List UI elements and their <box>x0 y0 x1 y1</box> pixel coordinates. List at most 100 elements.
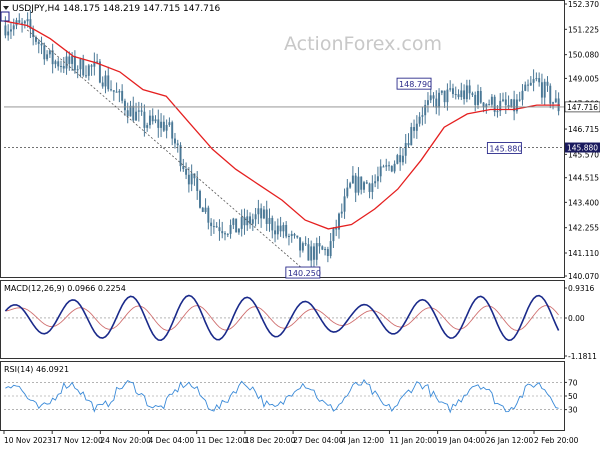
macd-indicator: 0.9316 0.00 -1.1811 <box>4 284 597 361</box>
candle-body <box>196 178 199 191</box>
candle-body <box>162 121 165 131</box>
candle-body <box>68 56 71 64</box>
candle-body <box>282 225 285 232</box>
price-tick-label: 151.225 <box>568 25 599 34</box>
symbol-dropdown[interactable] <box>3 6 9 10</box>
candle-body <box>115 91 118 93</box>
candle-body <box>477 90 479 105</box>
panel-menu-icon[interactable] <box>0 11 10 22</box>
candle-body <box>160 121 163 128</box>
candle-body <box>251 219 254 224</box>
candle-body <box>515 99 518 112</box>
candle-body <box>432 95 435 99</box>
candle-body <box>176 143 179 146</box>
candle-body <box>154 119 157 122</box>
candle-body <box>463 90 466 100</box>
candle-body <box>435 98 438 108</box>
candle-body <box>226 233 229 235</box>
main-panel-label: USDJPY,H4 148.175 148.219 147.715 147.71… <box>12 4 221 14</box>
time-tick-label: 10 Nov 2023 <box>4 436 52 445</box>
candle-body <box>98 61 101 83</box>
candle-body <box>296 235 299 238</box>
candle-body <box>479 90 482 103</box>
candle-body <box>513 99 516 112</box>
candle-body <box>293 234 296 236</box>
rsi-tick-label: 30 <box>568 406 578 415</box>
rsi-line <box>5 379 559 414</box>
candle-body <box>237 228 240 233</box>
candle-body <box>101 82 104 87</box>
candle-body <box>357 176 360 193</box>
candle-body <box>73 56 76 71</box>
candle-body <box>315 243 318 260</box>
candle-body <box>129 105 132 117</box>
candle-body <box>93 61 96 67</box>
candle-body <box>87 65 90 76</box>
candle-body <box>371 183 374 192</box>
candle-body <box>393 163 396 172</box>
candle-body <box>332 227 335 242</box>
candle-body <box>510 99 513 107</box>
chevron-down-icon[interactable] <box>3 6 9 10</box>
macd-signal-line <box>5 305 559 331</box>
candle-body <box>346 187 349 197</box>
candle-body <box>168 122 171 126</box>
candle-body <box>446 89 449 103</box>
candle-body <box>527 84 530 86</box>
candle-body <box>532 79 535 83</box>
candle-body <box>135 111 138 121</box>
candle-body <box>232 218 235 225</box>
candle-body <box>521 90 524 100</box>
macd-panel-frame <box>0 280 565 359</box>
candle-body <box>221 231 224 234</box>
candle-body <box>518 99 521 101</box>
candle-body <box>324 249 327 251</box>
candle-body <box>385 165 388 167</box>
candle-body <box>62 65 65 69</box>
candle-body <box>235 218 238 233</box>
current-price-tag: 147.716 <box>567 103 598 112</box>
candle-body <box>287 236 290 238</box>
support-price-tag: 145.880 <box>567 144 598 153</box>
candle-body <box>12 25 15 30</box>
candle-body <box>268 217 271 224</box>
candle-body <box>307 244 310 261</box>
rsi-indicator: 70 50 30 <box>4 378 578 415</box>
candle-body <box>262 209 265 219</box>
trend-lines <box>4 29 564 272</box>
candle-body <box>379 166 382 177</box>
candle-body <box>538 78 541 83</box>
candle-body <box>460 90 463 98</box>
candle-body <box>157 119 160 128</box>
candle-body <box>535 78 538 80</box>
time-tick-label: 4 Dec 04:00 <box>149 436 195 445</box>
candle-body <box>299 237 302 251</box>
candle-body <box>199 190 201 208</box>
candle-body <box>212 226 215 228</box>
candle-body <box>338 213 340 230</box>
candle-body <box>390 165 393 172</box>
candle-body <box>326 249 329 256</box>
main-panel-frame <box>0 0 565 278</box>
candle-body <box>468 85 471 94</box>
candle-body <box>335 227 338 230</box>
candle-body <box>165 125 168 131</box>
candle-body <box>201 207 204 212</box>
rsi-panel-label: RSI(14) 46.0921 <box>4 365 69 374</box>
candle-body <box>271 217 274 231</box>
candle-body <box>340 211 343 214</box>
annotation-label: 145.880 <box>489 145 522 154</box>
candle-body <box>440 90 443 93</box>
candle-body <box>57 61 60 67</box>
candle-body <box>9 29 12 32</box>
candle-body <box>46 54 49 60</box>
time-tick-label: 11 Jan 20:00 <box>389 436 437 445</box>
time-tick-label: 27 Dec 04:00 <box>293 436 344 445</box>
candle-body <box>4 25 7 36</box>
candle-body <box>18 20 21 23</box>
candle-body <box>51 50 54 65</box>
candle-body <box>351 175 354 184</box>
price-tick-label: 145.570 <box>568 150 599 159</box>
